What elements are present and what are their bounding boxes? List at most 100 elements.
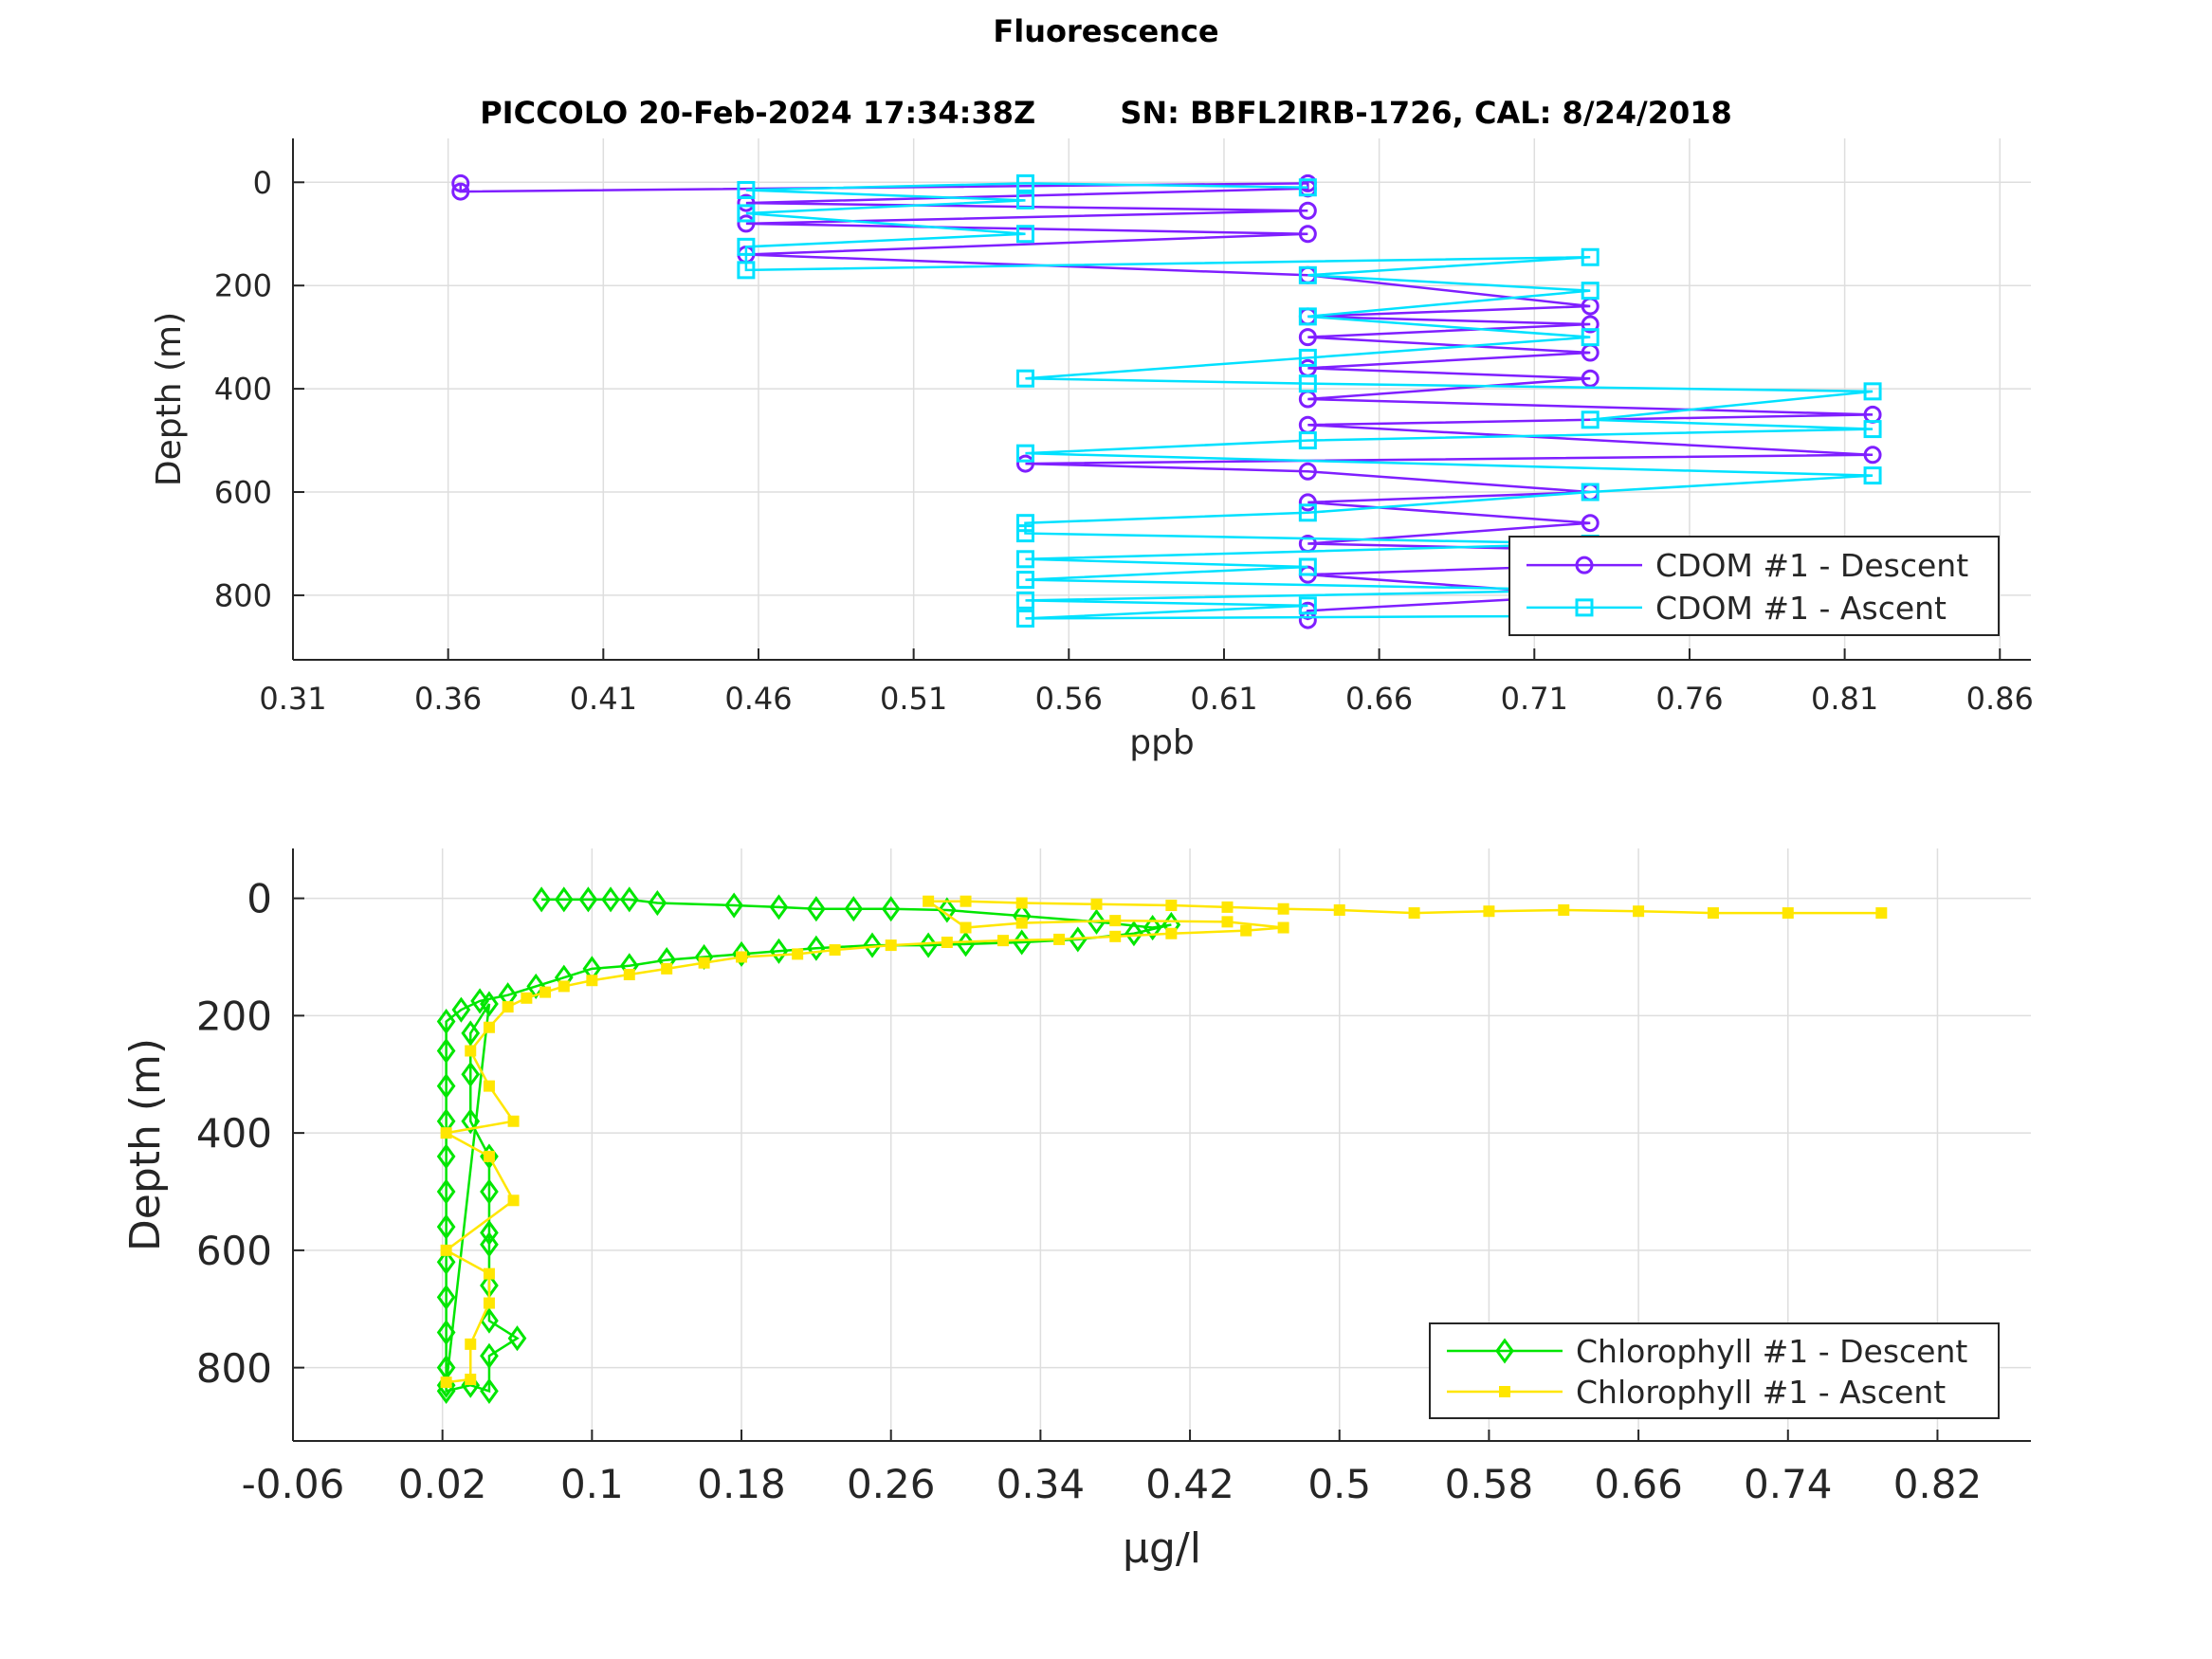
data-point (724, 892, 744, 919)
data-point (1012, 929, 1032, 956)
data-point (923, 895, 935, 907)
data-point (451, 182, 470, 201)
data-point (436, 1073, 456, 1100)
legend-label: CDOM #1 - Ascent (1655, 590, 1947, 627)
data-point (919, 932, 938, 958)
data-point (1015, 225, 1034, 244)
x-tick-label: 0.41 (570, 681, 637, 717)
x-tick-label: 0.5 (1307, 1461, 1371, 1507)
data-point (480, 991, 499, 1017)
data-point (480, 1178, 499, 1205)
data-point (844, 896, 864, 922)
data-point (1298, 225, 1317, 244)
data-point (1581, 328, 1600, 347)
data-point (451, 173, 470, 192)
x-tick-label: -0.06 (242, 1461, 345, 1507)
data-point (436, 1319, 456, 1346)
data-point (1298, 265, 1317, 284)
data-point (507, 1194, 520, 1207)
y-tick-label: 0 (253, 165, 272, 201)
data-point (1581, 483, 1600, 501)
legend-label: Chlorophyll #1 - Descent (1576, 1333, 1967, 1370)
data-point (1109, 915, 1122, 927)
data-point (1298, 348, 1317, 367)
data-point (440, 1244, 452, 1256)
data-point (1124, 921, 1143, 947)
data-point (863, 932, 882, 958)
data-point (1015, 514, 1034, 533)
chart-panel-2: -0.06 0.02 0.1 0.18 0.26 0.34 0.42 0.5 0.58 0.66 0… (121, 848, 2031, 1573)
x-tick-label: 0.1 (560, 1461, 624, 1507)
data-point (436, 1178, 456, 1205)
legend-label: Chlorophyll #1 - Ascent (1576, 1374, 1946, 1411)
data-point (1015, 454, 1034, 473)
data-point (502, 1001, 514, 1013)
data-point (1015, 897, 1028, 909)
data-point (661, 962, 673, 975)
x-tick-label: 0.71 (1501, 681, 1568, 717)
data-point (885, 939, 897, 952)
data-layer (451, 173, 1882, 629)
figure-title: Fluorescence (993, 13, 1219, 49)
series-2 (737, 173, 1882, 628)
data-point (558, 980, 570, 993)
data-point (737, 193, 756, 212)
data-point (1298, 503, 1317, 522)
data-point (623, 969, 635, 981)
legend-marker (1575, 556, 1594, 574)
series-2 (440, 895, 1888, 1389)
data-point (1015, 917, 1028, 929)
data-point (1015, 444, 1034, 463)
x-axis-label: μg/l (1123, 1524, 1201, 1573)
y-axis-label: Depth (m) (121, 1038, 170, 1251)
data-point (737, 214, 756, 233)
data-point (807, 935, 826, 961)
data-layer (436, 886, 1888, 1404)
y-axis-label: Depth (m) (150, 312, 189, 486)
data-point (601, 886, 620, 913)
data-point (1221, 901, 1234, 913)
data-point (1298, 596, 1317, 615)
data-point (1298, 307, 1317, 326)
data-point (578, 886, 598, 913)
x-tick-label: 0.26 (847, 1461, 936, 1507)
x-tick-label: 0.82 (1893, 1461, 1983, 1507)
data-point (1333, 903, 1345, 916)
data-point (1087, 908, 1106, 935)
data-point (1298, 201, 1317, 220)
y-tick-label: 800 (214, 577, 272, 613)
data-point (1633, 905, 1645, 918)
data-point (440, 1127, 452, 1139)
data-point (941, 937, 953, 949)
x-tick-label: 0.42 (1145, 1461, 1234, 1507)
x-tick-label: 0.36 (414, 681, 482, 717)
data-point (480, 1307, 499, 1334)
data-point (507, 1325, 527, 1352)
chart-panel-1: 0.31 0.36 0.41 0.46 0.51 0.56 0.61 0.66 0.71 0.76… (150, 138, 2034, 762)
series-line (744, 182, 1874, 620)
data-point (461, 1020, 481, 1047)
data-point (1581, 315, 1600, 334)
data-point (480, 1231, 499, 1258)
data-point (1015, 571, 1034, 590)
data-point (1298, 493, 1317, 512)
data-point (480, 1377, 499, 1404)
figure-subtitle: PICCOLO 20-Feb-2024 17:34:38Z SN: BBFL2I… (480, 95, 1732, 131)
data-point (1240, 924, 1252, 937)
data-point (1221, 916, 1234, 928)
data-point (1015, 609, 1034, 628)
x-tick-label: 0.81 (1811, 681, 1878, 717)
data-point (1015, 191, 1034, 210)
data-point (737, 204, 756, 223)
data-point (648, 889, 667, 917)
data-point (769, 894, 789, 921)
data-point (1863, 446, 1882, 465)
data-point (1143, 914, 1162, 941)
y-tick-label: 200 (214, 268, 272, 304)
data-point (1015, 173, 1034, 192)
x-tick-label: 0.66 (1594, 1461, 1683, 1507)
data-point (436, 1249, 456, 1275)
data-point (461, 1108, 481, 1135)
data-point (436, 1284, 456, 1310)
data-point (1068, 926, 1088, 953)
